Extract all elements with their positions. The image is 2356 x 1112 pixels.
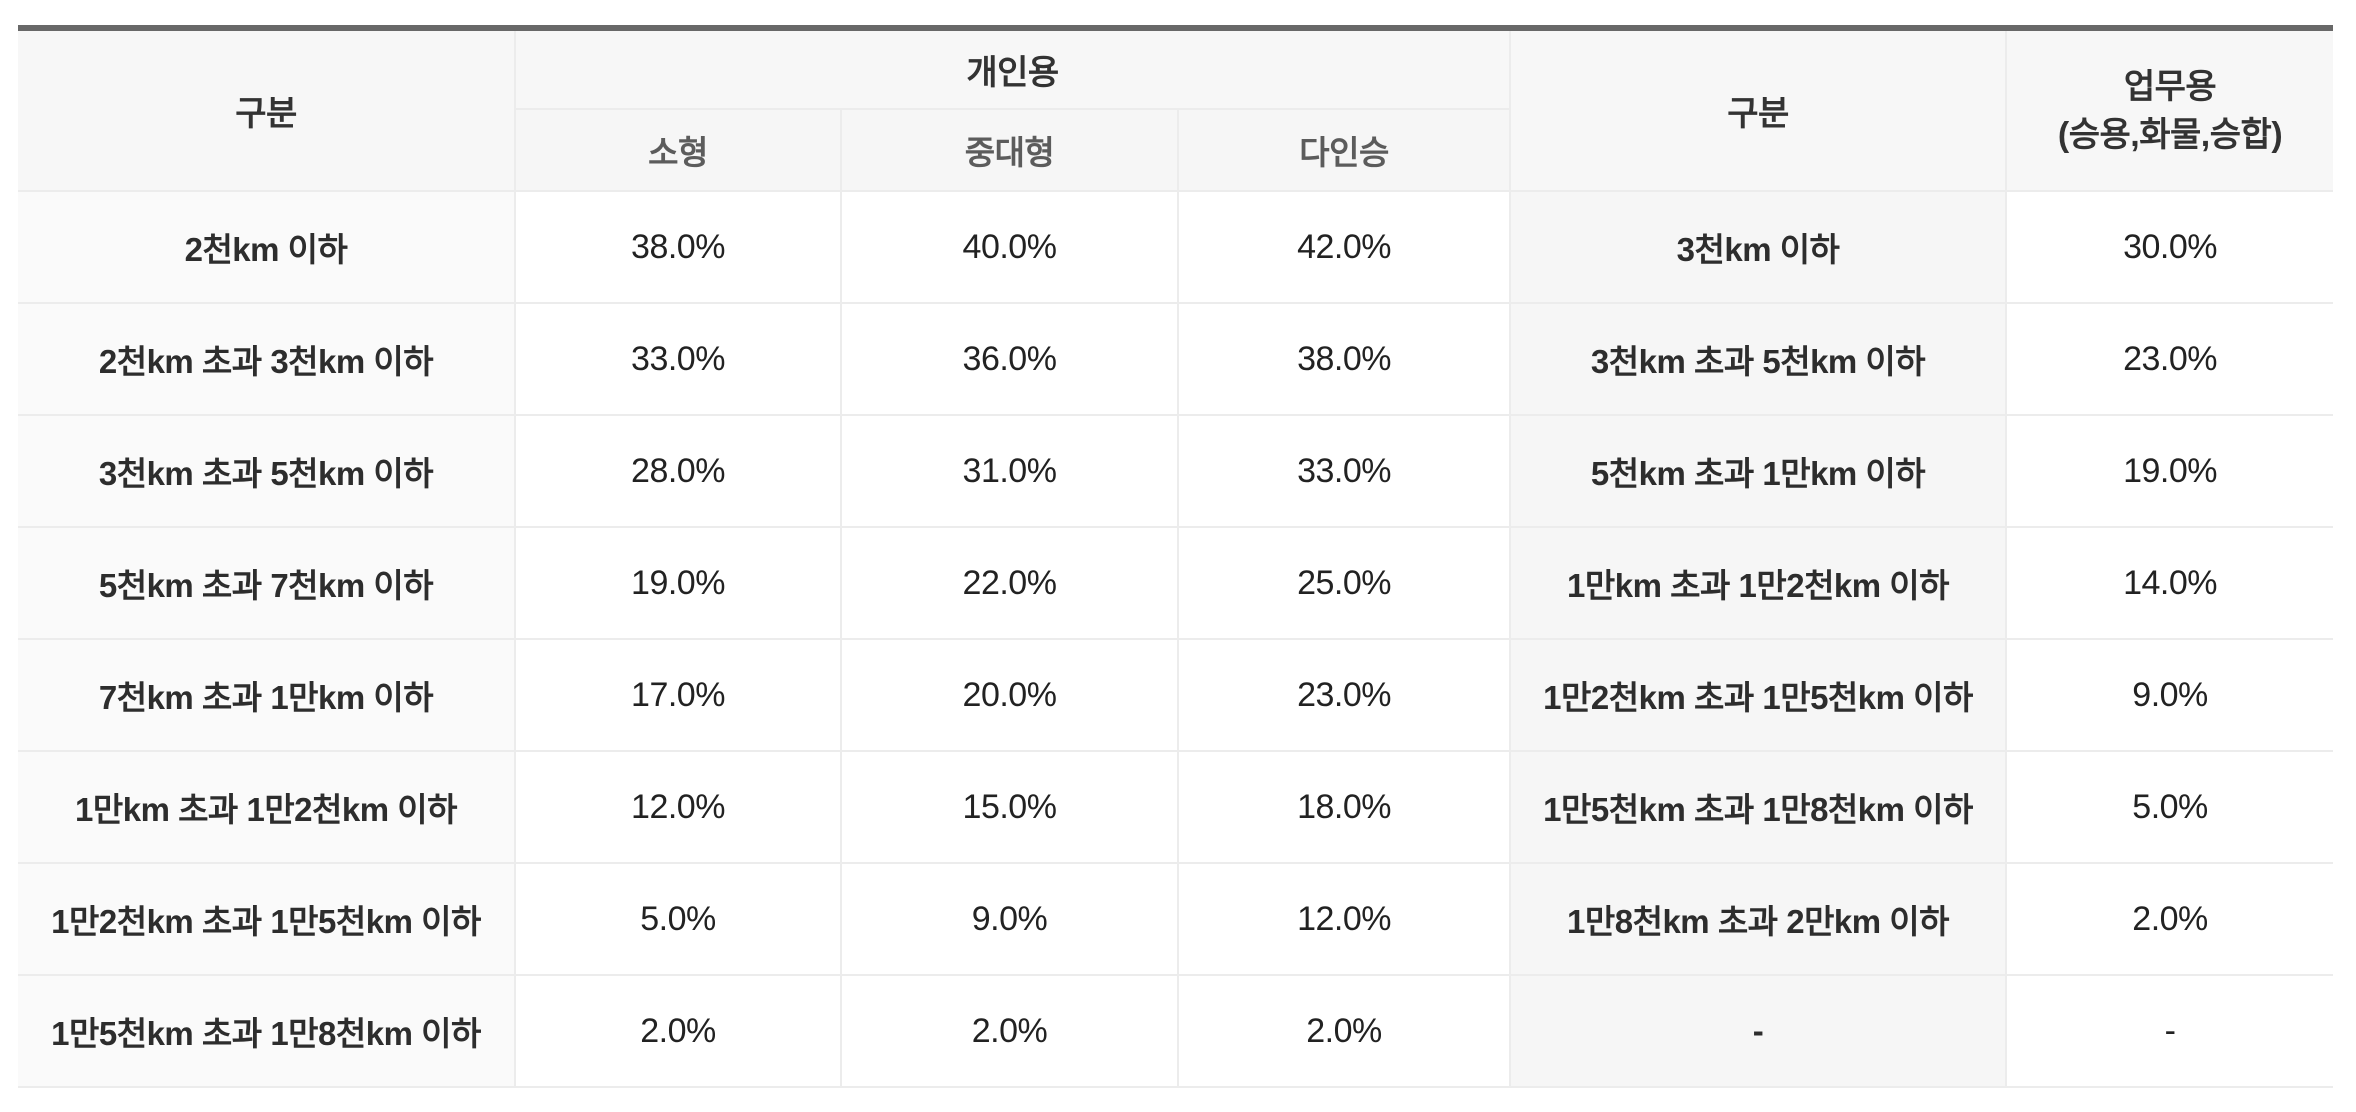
cell-mid-large: 2.0% bbox=[840, 974, 1179, 1088]
row-category-right: 1만km 초과 1만2천km 이하 bbox=[1509, 526, 2008, 640]
row-category-right: 1만5천km 초과 1만8천km 이하 bbox=[1509, 750, 2008, 864]
table-row: 7천km 초과 1만km 이하 17.0% 20.0% 23.0% 1만2천km… bbox=[18, 638, 2334, 752]
cell-small: 2.0% bbox=[514, 974, 842, 1088]
cell-mid-large: 36.0% bbox=[840, 302, 1179, 416]
table-row: 5천km 초과 7천km 이하 19.0% 22.0% 25.0% 1만km 초… bbox=[18, 526, 2334, 640]
table-row: 1만2천km 초과 1만5천km 이하 5.0% 9.0% 12.0% 1만8천… bbox=[18, 862, 2334, 976]
cell-multi-passenger: 12.0% bbox=[1176, 862, 1512, 976]
cell-small: 17.0% bbox=[514, 638, 842, 752]
cell-multi-passenger: 33.0% bbox=[1176, 414, 1512, 528]
table-row: 2천km 초과 3천km 이하 33.0% 36.0% 38.0% 3천km 초… bbox=[18, 302, 2334, 416]
cell-multi-passenger: 25.0% bbox=[1176, 526, 1512, 640]
cell-small: 5.0% bbox=[514, 862, 842, 976]
cell-small: 12.0% bbox=[514, 750, 842, 864]
table-row: 3천km 초과 5천km 이하 28.0% 31.0% 33.0% 5천km 초… bbox=[18, 414, 2334, 528]
cell-mid-large: 20.0% bbox=[840, 638, 1179, 752]
header-business-group: 업무용 (승용,화물,승합) bbox=[2005, 27, 2334, 192]
row-category-left: 1만km 초과 1만2천km 이하 bbox=[18, 750, 516, 864]
cell-multi-passenger: 42.0% bbox=[1176, 190, 1512, 304]
cell-business: 19.0% bbox=[2005, 414, 2334, 528]
table-row: 1만5천km 초과 1만8천km 이하 2.0% 2.0% 2.0% - - bbox=[18, 974, 2334, 1088]
table-row: 2천km 이하 38.0% 40.0% 42.0% 3천km 이하 30.0% bbox=[18, 190, 2334, 304]
row-category-left: 1만2천km 초과 1만5천km 이하 bbox=[18, 862, 516, 976]
row-category-left: 1만5천km 초과 1만8천km 이하 bbox=[18, 974, 516, 1088]
business-group-label-line2: (승용,화물,승합) bbox=[2057, 115, 2283, 154]
header-subcol-mid-large: 중대형 bbox=[840, 108, 1179, 192]
cell-business: - bbox=[2005, 974, 2334, 1088]
row-category-right: 1만8천km 초과 2만km 이하 bbox=[1509, 862, 2008, 976]
row-category-left: 2천km 초과 3천km 이하 bbox=[18, 302, 516, 416]
cell-multi-passenger: 18.0% bbox=[1176, 750, 1512, 864]
row-category-left: 7천km 초과 1만km 이하 bbox=[18, 638, 516, 752]
cell-small: 19.0% bbox=[514, 526, 842, 640]
header-personal-group: 개인용 bbox=[513, 27, 1512, 110]
cell-business: 9.0% bbox=[2005, 638, 2334, 752]
header-category-right: 구분 bbox=[1509, 27, 2008, 192]
cell-business: 23.0% bbox=[2005, 302, 2334, 416]
header-row-groups: 구분 개인용 구분 업무용 (승용,화물,승합) bbox=[18, 27, 2334, 192]
header-subcol-multi-passenger: 다인승 bbox=[1176, 108, 1511, 192]
header-subcol-small: 소형 bbox=[515, 108, 842, 192]
cell-mid-large: 9.0% bbox=[840, 862, 1179, 976]
mileage-discount-rate-table: 구분 개인용 구분 업무용 (승용,화물,승합) 소형 중대형 다인승 2천km… bbox=[18, 25, 2334, 1088]
cell-multi-passenger: 23.0% bbox=[1176, 638, 1512, 752]
row-category-right: 1만2천km 초과 1만5천km 이하 bbox=[1509, 638, 2008, 752]
cell-small: 38.0% bbox=[514, 190, 842, 304]
cell-mid-large: 40.0% bbox=[840, 190, 1179, 304]
cell-mid-large: 15.0% bbox=[840, 750, 1179, 864]
row-category-left: 2천km 이하 bbox=[18, 190, 516, 304]
cell-business: 30.0% bbox=[2005, 190, 2334, 304]
cell-small: 28.0% bbox=[514, 414, 842, 528]
business-group-label-line1: 업무용 bbox=[2123, 67, 2217, 106]
cell-business: 2.0% bbox=[2005, 862, 2334, 976]
cell-business: 5.0% bbox=[2005, 750, 2334, 864]
cell-business: 14.0% bbox=[2005, 526, 2334, 640]
table-row: 1만km 초과 1만2천km 이하 12.0% 15.0% 18.0% 1만5천… bbox=[18, 750, 2334, 864]
header-row-subcolumns: 소형 중대형 다인승 bbox=[18, 108, 2333, 192]
row-category-left: 3천km 초과 5천km 이하 bbox=[18, 414, 516, 528]
cell-multi-passenger: 38.0% bbox=[1176, 302, 1512, 416]
cell-multi-passenger: 2.0% bbox=[1176, 974, 1512, 1088]
row-category-right: - bbox=[1509, 974, 2008, 1088]
row-category-right: 3천km 초과 5천km 이하 bbox=[1509, 302, 2008, 416]
mileage-discount-table-container: 구분 개인용 구분 업무용 (승용,화물,승합) 소형 중대형 다인승 2천km… bbox=[18, 25, 2334, 1088]
cell-mid-large: 31.0% bbox=[840, 414, 1179, 528]
row-category-right: 5천km 초과 1만km 이하 bbox=[1509, 414, 2008, 528]
header-category-left: 구분 bbox=[18, 27, 516, 192]
cell-small: 33.0% bbox=[514, 302, 842, 416]
cell-mid-large: 22.0% bbox=[840, 526, 1179, 640]
row-category-left: 5천km 초과 7천km 이하 bbox=[18, 526, 516, 640]
row-category-right: 3천km 이하 bbox=[1509, 190, 2008, 304]
